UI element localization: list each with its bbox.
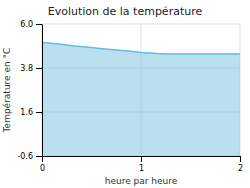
y-tick-label: 6.0: [20, 20, 33, 29]
grid-line-y: [42, 24, 240, 25]
x-tick-mark: [42, 156, 43, 162]
y-tick-mark: [36, 24, 42, 25]
x-tick: 1: [139, 156, 144, 173]
y-tick-mark: [36, 112, 42, 113]
x-axis: 0 1 2: [40, 156, 243, 173]
x-tick-label: 0: [40, 164, 45, 173]
y-tick: -0.6: [17, 152, 42, 161]
x-tick-label: 1: [139, 164, 144, 173]
y-tick: 1.6: [20, 108, 42, 117]
line: [42, 42, 240, 54]
area: [42, 42, 240, 156]
plot-area: 0 1 2 -0.6 1.6 3.8 6.0: [17, 20, 243, 173]
y-tick: 6.0: [20, 20, 42, 29]
grid-line-x: [42, 24, 43, 156]
y-tick-mark: [36, 68, 42, 69]
x-tick-label: 2: [238, 164, 243, 173]
x-axis-title: heure par heure: [105, 176, 178, 186]
y-tick-label: 3.8: [20, 64, 33, 73]
y-axis-line: [42, 25, 43, 157]
y-axis: -0.6 1.6 3.8 6.0: [17, 20, 42, 161]
marks: [42, 42, 240, 156]
x-tick-mark: [141, 156, 142, 162]
y-tick-label: 1.6: [20, 108, 33, 117]
x-tick: 2: [238, 156, 243, 173]
y-axis-title: Température en °C: [2, 48, 12, 134]
y-tick-label: -0.6: [17, 152, 33, 161]
title: Evolution de la température: [48, 5, 203, 18]
y-tick: 3.8: [20, 64, 42, 73]
x-tick-mark: [240, 156, 241, 162]
chart: 0 1 2 -0.6 1.6 3.8 6.0 Evolution de la températ…: [0, 0, 250, 188]
x-tick: 0: [40, 156, 45, 173]
grid: [42, 24, 240, 156]
y-tick-mark: [36, 156, 42, 157]
